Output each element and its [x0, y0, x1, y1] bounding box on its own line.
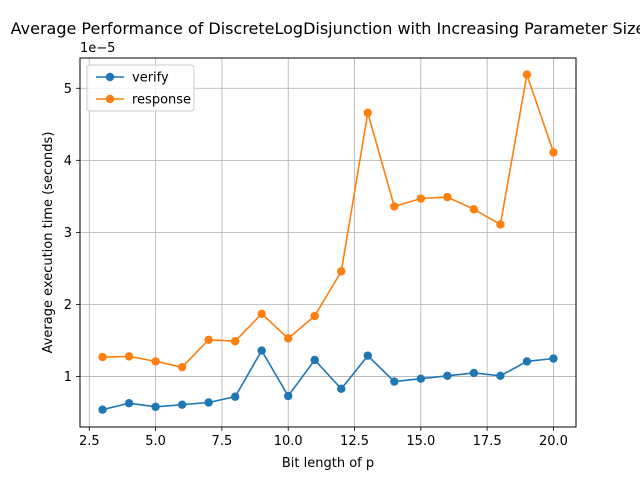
x-axis-label: Bit length of p — [282, 456, 374, 471]
response-point — [416, 194, 426, 203]
grid — [80, 58, 576, 427]
response-point — [337, 267, 346, 276]
verify-point — [416, 374, 426, 383]
response-point — [469, 205, 479, 214]
series-response — [98, 70, 558, 372]
series-layer — [98, 70, 558, 414]
x-tick-label: 2.5 — [79, 434, 100, 449]
verify-point — [363, 351, 372, 360]
verify-point — [337, 384, 346, 394]
x-tick-label: 15.0 — [406, 434, 435, 449]
y-offset-label: 1e−5 — [80, 41, 115, 56]
response-point — [310, 311, 319, 321]
verify-point — [151, 402, 160, 412]
response-point — [443, 192, 452, 202]
verify-point — [230, 392, 240, 401]
response-point — [204, 335, 213, 344]
verify-point — [469, 368, 479, 378]
legend-label: response — [132, 93, 191, 108]
response-point — [390, 202, 399, 211]
verify-point — [549, 354, 558, 363]
response-point — [496, 220, 505, 229]
legend-item-verify: verify — [96, 71, 169, 86]
series-verify — [98, 346, 558, 414]
response-point — [284, 334, 293, 343]
x-tick-label: 5.0 — [145, 434, 166, 449]
legend-marker — [105, 72, 115, 82]
x-tick-label: 12.5 — [340, 434, 369, 449]
axis-ticks: 2.5 5.0 7.5 10.0 12.5 15.0 17.5 20.0 1 2 3 4 5 — [64, 82, 568, 449]
y-axis-label: Average execution time (seconds) — [41, 132, 56, 354]
response-line — [102, 74, 555, 369]
verify-point — [390, 377, 399, 386]
verify-point — [284, 391, 293, 401]
response-point — [257, 309, 266, 319]
verify-point — [204, 398, 213, 407]
verify-point — [257, 346, 266, 355]
chart-title: Average Performance of DiscreteLogDisjun… — [11, 19, 640, 38]
legend-marker — [105, 94, 115, 104]
verify-point — [124, 399, 134, 408]
response-point — [230, 337, 240, 346]
verify-line — [102, 349, 554, 411]
response-point — [98, 352, 107, 362]
response-point — [177, 362, 187, 372]
response-point — [549, 148, 558, 157]
verify-point — [496, 371, 505, 381]
verify-point — [98, 405, 107, 414]
plot-frame — [79, 57, 577, 428]
response-point — [124, 352, 134, 361]
legend: verify response — [86, 64, 195, 112]
x-tick-label: 10.0 — [274, 434, 303, 449]
y-tick-label: 1 — [64, 370, 72, 385]
y-tick-label: 4 — [64, 154, 72, 169]
response-point — [522, 70, 532, 79]
x-tick-label: 17.5 — [473, 434, 502, 449]
response-point — [151, 357, 160, 366]
y-tick-label: 2 — [64, 298, 72, 313]
response-point — [363, 108, 372, 117]
verify-point — [443, 371, 452, 381]
x-tick-label: 7.5 — [212, 434, 233, 449]
verify-point — [522, 357, 532, 366]
y-tick-label: 3 — [64, 226, 72, 241]
verify-point — [177, 400, 187, 409]
verify-point — [310, 355, 319, 365]
legend-label: verify — [132, 71, 169, 86]
x-tick-label: 20.0 — [539, 434, 568, 449]
y-tick-label: 5 — [64, 82, 72, 97]
legend-item-response: response — [96, 93, 191, 108]
